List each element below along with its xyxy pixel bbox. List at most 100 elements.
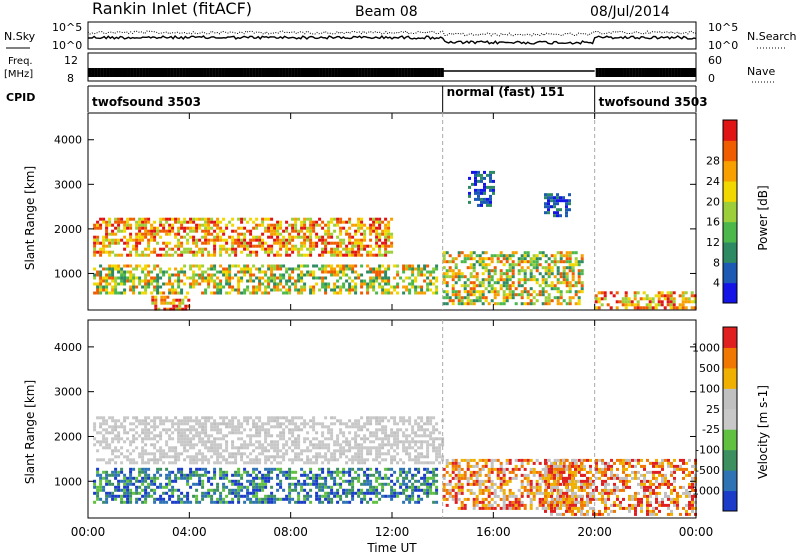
heatmap-cell	[532, 254, 536, 258]
heatmap-cell	[568, 284, 572, 288]
heatmap-cell	[493, 266, 497, 270]
heatmap-cell	[381, 291, 385, 295]
heatmap-cell	[607, 491, 610, 495]
heatmap-cell	[240, 455, 244, 459]
heatmap-cell	[141, 419, 145, 423]
heatmap-cell	[201, 458, 205, 462]
heatmap-cell	[105, 238, 109, 242]
heatmap-cell	[562, 260, 566, 264]
heatmap-cell	[154, 304, 158, 308]
heatmap-cell	[672, 303, 676, 307]
heatmap-cell	[435, 428, 439, 432]
heatmap-cell	[571, 263, 575, 267]
heatmap-cell	[429, 437, 433, 441]
heatmap-cell	[556, 272, 560, 276]
heatmap-cell	[408, 416, 412, 420]
heatmap-cell	[481, 296, 485, 300]
heatmap-cell	[511, 269, 515, 273]
heatmap-cell	[375, 422, 379, 426]
heatmap-cell	[411, 273, 415, 277]
heatmap-cell	[297, 425, 301, 429]
freq-bar	[376, 68, 380, 77]
heatmap-cell	[201, 485, 205, 489]
heatmap-cell	[345, 279, 349, 283]
heatmap-cell	[294, 458, 298, 462]
heatmap-cell	[565, 476, 568, 480]
heatmap-cell	[165, 270, 169, 274]
heatmap-cell	[468, 200, 471, 204]
heatmap-cell	[432, 425, 436, 429]
heatmap-cell	[204, 458, 208, 462]
heatmap-cell	[487, 479, 491, 483]
heatmap-cell	[249, 461, 253, 465]
heatmap-cell	[228, 431, 232, 435]
heatmap-cell	[231, 440, 235, 444]
heatmap-cell	[432, 437, 436, 441]
heatmap-cell	[198, 482, 202, 486]
heatmap-cell	[426, 488, 430, 492]
heatmap-cell	[451, 470, 455, 474]
heatmap-cell	[348, 458, 352, 462]
heatmap-cell	[544, 497, 547, 501]
heatmap-cell	[183, 416, 187, 420]
heatmap-cell	[345, 422, 349, 426]
heatmap-cell	[339, 443, 343, 447]
heatmap-cell	[144, 291, 148, 295]
heatmap-cell	[237, 488, 241, 492]
heatmap-cell	[457, 476, 461, 480]
heatmap-cell	[363, 279, 367, 283]
heatmap-cell	[294, 443, 298, 447]
heatmap-cell	[123, 491, 127, 495]
heatmap-cell	[565, 482, 568, 486]
heatmap-cell	[481, 500, 485, 504]
heatmap-cell	[159, 422, 163, 426]
heatmap-cell	[213, 473, 217, 477]
heatmap-cell	[451, 467, 455, 471]
heatmap-cell	[264, 241, 268, 245]
heatmap-cell	[360, 241, 364, 245]
heatmap-cell	[568, 509, 571, 513]
heatmap-cell	[114, 485, 118, 489]
heatmap-cell	[141, 238, 145, 242]
heatmap-cell	[243, 452, 247, 456]
heatmap-cell	[486, 200, 489, 204]
heatmap-cell	[201, 443, 205, 447]
heatmap-cell	[285, 279, 289, 283]
heatmap-cell	[627, 297, 631, 301]
heatmap-cell	[150, 479, 154, 483]
heatmap-cell	[255, 491, 259, 495]
heatmap-cell	[207, 446, 211, 450]
heatmap-cell	[282, 431, 286, 435]
heatmap-cell	[378, 247, 382, 251]
heatmap-cell	[309, 244, 313, 248]
heatmap-cell	[411, 458, 415, 462]
heatmap-cell	[457, 479, 461, 483]
heatmap-cell	[520, 257, 524, 261]
heatmap-cell	[210, 279, 214, 283]
heatmap-cell	[249, 250, 253, 254]
heatmap-cell	[261, 276, 265, 280]
heatmap-cell	[297, 491, 301, 495]
heatmap-cell	[154, 298, 158, 302]
heatmap-cell	[414, 431, 418, 435]
heatmap-cell	[153, 443, 157, 447]
heatmap-cell	[174, 428, 178, 432]
heatmap-cell	[609, 306, 613, 310]
heatmap-cell	[144, 223, 148, 227]
heatmap-cell	[402, 491, 406, 495]
heatmap-cell	[138, 455, 142, 459]
heatmap-cell	[159, 419, 163, 423]
heatmap-cell	[192, 285, 196, 289]
heatmap-cell	[550, 461, 553, 465]
heatmap-cell	[312, 276, 316, 280]
heatmap-cell	[93, 479, 97, 483]
heatmap-cell	[526, 278, 530, 282]
heatmap-cell	[490, 254, 494, 258]
heatmap-cell	[414, 485, 418, 489]
heatmap-cell	[445, 251, 449, 255]
heatmap-cell	[414, 288, 418, 292]
heatmap-cell	[333, 449, 337, 453]
heatmap-cell	[429, 273, 433, 277]
heatmap-cell	[514, 473, 518, 477]
heatmap-cell	[405, 488, 409, 492]
